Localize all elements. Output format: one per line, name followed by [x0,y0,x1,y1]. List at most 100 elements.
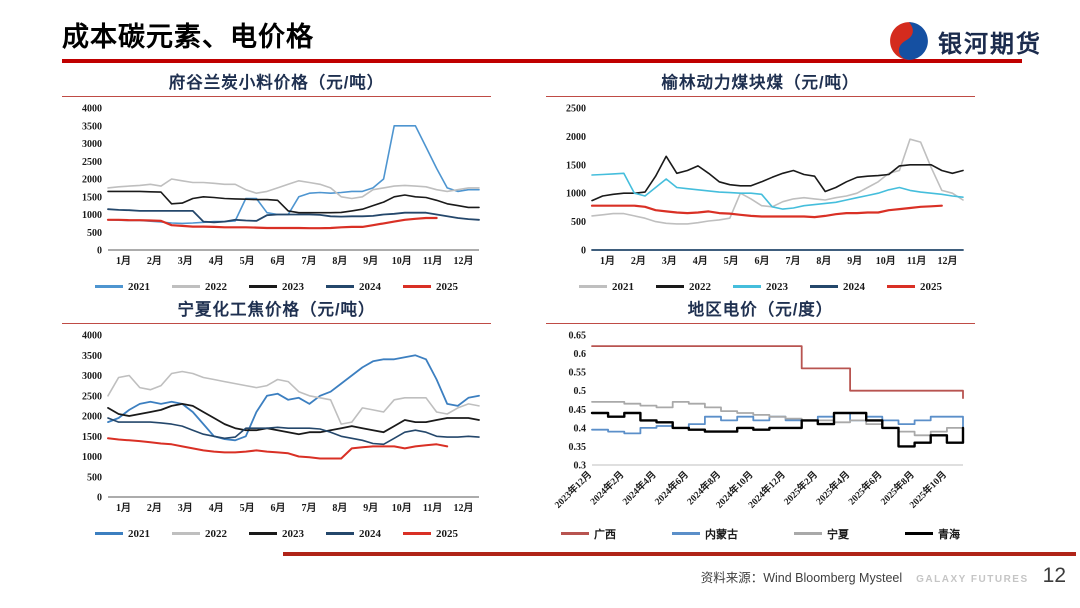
legend-item-2024: 2024 [326,528,381,540]
svg-text:7月: 7月 [301,502,316,514]
svg-text:1月: 1月 [600,255,615,267]
legend-swatch [403,285,431,288]
source-text: 资料来源：Wind Bloomberg Mysteel [700,571,903,585]
legend-label: 2023 [282,280,304,293]
legend-label: 2021 [128,527,150,540]
svg-text:5月: 5月 [240,502,255,514]
legend-swatch [326,285,354,288]
svg-text:7月: 7月 [785,255,800,267]
legend-label: 2024 [843,280,865,293]
legend-ningxia-coke: 2021 2022 2023 2024 2025 [62,527,491,541]
chart-title-rule [546,322,975,324]
svg-text:2025年6月: 2025年6月 [846,468,885,507]
legend-label: 2025 [920,280,942,293]
svg-text:0.4: 0.4 [574,423,587,434]
svg-text:10月: 10月 [392,255,412,267]
legend-swatch [887,285,915,288]
svg-text:1500: 1500 [82,192,102,203]
legend-label: 青海 [938,528,960,541]
svg-text:500: 500 [87,227,102,238]
legend-swatch [905,532,933,535]
legend-swatch [579,285,607,288]
svg-text:11月: 11月 [907,255,926,267]
ningxia-coke-price-chart: 0 500 1000 1500 2000 2500 3000 3500 4000 1月 2月 3月 4月… [82,330,480,514]
svg-text:6月: 6月 [271,502,286,514]
svg-text:2000: 2000 [566,131,586,142]
legend-swatch [794,532,822,535]
svg-text:4月: 4月 [209,255,224,267]
svg-text:3500: 3500 [82,350,102,361]
legend-item-2024: 2024 [810,281,865,293]
brand-text: GALAXY FUTURES [916,574,1029,585]
svg-text:11月: 11月 [423,502,442,514]
legend-item-2021: 2021 [579,281,634,293]
svg-text:0.35: 0.35 [569,441,587,452]
legend-regional-electricity: 广西 内蒙古 宁夏 青海 [546,527,975,541]
legend-swatch [733,285,761,288]
galaxy-futures-logo: 银河期货 [888,20,1042,62]
svg-text:0.65: 0.65 [569,330,587,341]
panel-fugu-semicoke: 府谷兰炭小料价格（元/吨） 0 500 1000 1500 2000 2500 3000 35… [62,73,491,294]
panel-yulin-coal: 榆林动力煤块煤（元/吨） 0 500 1000 1500 2000 2500 1月 2月 3月 4… [546,73,975,294]
legend-swatch [403,532,431,535]
legend-item-2022: 2022 [172,528,227,540]
legend-item-2025: 2025 [403,281,458,293]
legend-label: 2024 [359,280,381,293]
chart-title-yulin-coal: 榆林动力煤块煤（元/吨） [661,73,860,92]
svg-text:3月: 3月 [662,255,677,267]
svg-text:3月: 3月 [178,502,193,514]
svg-text:11月: 11月 [423,255,442,267]
page-title: 成本碳元素、电价格 [62,22,314,52]
legend-label: 2022 [205,527,227,540]
legend-item-2025: 2025 [403,528,458,540]
legend-item-广西: 广西 [561,526,616,542]
legend-item-2021: 2021 [95,528,150,540]
svg-text:3000: 3000 [82,371,102,382]
svg-text:12月: 12月 [938,255,958,267]
legend-label: 2021 [612,280,634,293]
legend-label: 2021 [128,280,150,293]
legend-yulin-coal: 2021 2022 2023 2024 2025 [546,280,975,294]
chart-title-ningxia-coke: 宁夏化工焦价格（元/吨） [177,300,376,319]
logo-text: 银河期货 [938,30,1042,58]
svg-text:0.5: 0.5 [574,386,587,397]
legend-label: 宁夏 [827,528,849,541]
legend-item-2023: 2023 [733,281,788,293]
legend-label: 2025 [436,280,458,293]
svg-text:5月: 5月 [240,255,255,267]
legend-item-宁夏: 宁夏 [794,526,849,542]
panel-regional-electricity: 地区电价（元/度） 0.3 0.35 0.4 0.45 0.5 0.55 0.6 0.65 20… [546,300,975,541]
svg-text:0: 0 [97,492,102,503]
footer-rule [283,552,1076,556]
slide-header: 成本碳元素、电价格 银河期货 [0,0,1080,63]
svg-text:9月: 9月 [363,255,378,267]
legend-swatch [656,285,684,288]
legend-item-2022: 2022 [656,281,711,293]
svg-text:2月: 2月 [631,255,646,267]
svg-text:3000: 3000 [82,139,102,150]
legend-swatch [561,532,589,535]
svg-text:2500: 2500 [566,103,586,114]
galaxy-swoosh-icon [890,22,928,60]
legend-swatch [249,532,277,535]
legend-label: 2023 [766,280,788,293]
svg-text:8月: 8月 [332,502,347,514]
svg-text:2月: 2月 [147,255,162,267]
legend-label: 广西 [594,528,616,541]
svg-text:4000: 4000 [82,103,102,114]
svg-text:2500: 2500 [82,156,102,167]
svg-text:7月: 7月 [301,255,316,267]
svg-text:0: 0 [97,245,102,256]
svg-text:1月: 1月 [116,502,131,514]
title-underline [62,59,1022,63]
svg-text:2024年2月: 2024年2月 [588,468,627,507]
legend-swatch [95,532,123,535]
svg-text:1000: 1000 [82,210,102,221]
chart-title-rule [546,95,975,97]
svg-text:3500: 3500 [82,121,102,132]
svg-text:0.3: 0.3 [574,460,587,471]
svg-text:6月: 6月 [271,255,286,267]
page-number: 12 [1042,564,1066,587]
legend-item-内蒙古: 内蒙古 [672,526,738,542]
legend-swatch [810,285,838,288]
